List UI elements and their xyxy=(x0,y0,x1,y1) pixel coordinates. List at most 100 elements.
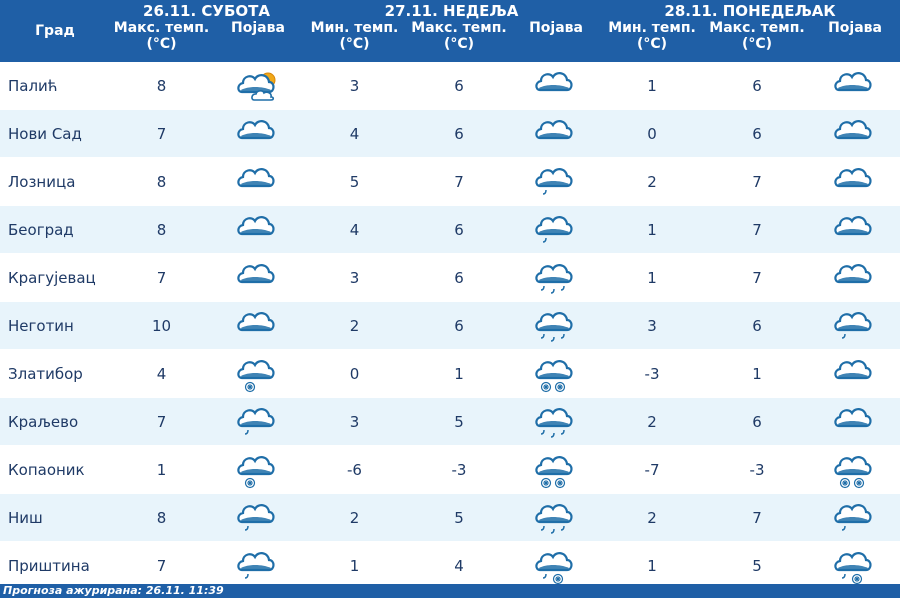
day3-date: 28.11. ПОНЕДЕЉАК xyxy=(600,0,900,20)
city-name: Палић xyxy=(0,62,110,110)
city-name: Лозница xyxy=(0,157,110,206)
day3-max-temp: 7 xyxy=(704,157,811,206)
day2-min-temp: 1 xyxy=(303,541,406,590)
day2-date: 27.11. НЕДЕЉА xyxy=(303,0,601,20)
day2-min-temp: 4 xyxy=(303,109,406,158)
day2-min-temp: 3 xyxy=(303,397,406,446)
day2-max-temp: 5 xyxy=(406,493,512,542)
light-rain-icon xyxy=(213,493,303,542)
day2-min-temp: 3 xyxy=(303,62,406,110)
day3-min-temp: 3 xyxy=(600,301,705,350)
partly-cloudy-icon xyxy=(213,62,303,110)
day1-max-temp: 8 xyxy=(110,493,213,542)
day1-max-temp: 7 xyxy=(110,109,213,158)
city-name: Приштина xyxy=(0,541,110,590)
update-footer: Прогноза ажурирана: 26.11. 11:39 xyxy=(0,584,900,598)
day1-max-temp: 4 xyxy=(110,349,213,398)
city-name: Копаоник xyxy=(0,445,110,494)
city-name: Нови Сад xyxy=(0,109,110,158)
day2-max-temp: -3 xyxy=(406,445,512,494)
city-name: Београд xyxy=(0,205,110,254)
day3-min-temp: 1 xyxy=(600,205,705,254)
city-name: Краљево xyxy=(0,397,110,446)
city-name: Златибор xyxy=(0,349,110,398)
light-rain-icon xyxy=(810,493,900,542)
cloud-icon xyxy=(512,62,601,110)
day2-min-temp: 0 xyxy=(303,349,406,398)
day1-max-temp: 8 xyxy=(110,205,213,254)
light-rain-icon xyxy=(213,541,303,590)
day2-max-temp: 7 xyxy=(406,157,512,206)
day3-min-temp: 2 xyxy=(600,493,705,542)
light-rain-icon xyxy=(512,205,601,254)
day2-max-temp: 6 xyxy=(406,109,512,158)
day2-min-temp: 2 xyxy=(303,301,406,350)
day2-max-temp: 6 xyxy=(406,253,512,302)
light-snow-icon xyxy=(213,349,303,398)
day2-weather-header: Појава xyxy=(512,20,601,62)
light-snow-icon xyxy=(213,445,303,494)
sleet-icon xyxy=(810,541,900,590)
rain-icon xyxy=(512,493,601,542)
cloud-icon xyxy=(810,349,900,398)
city-name: Ниш xyxy=(0,493,110,542)
day1-date: 26.11. СУБОТА xyxy=(110,0,303,20)
cloud-icon xyxy=(213,253,303,302)
table-row: Копаоник 1 -6 -3 -7 -3 xyxy=(0,445,900,494)
day1-weather-header: Појава xyxy=(213,20,303,62)
cloud-icon xyxy=(810,205,900,254)
rain-icon xyxy=(512,397,601,446)
day2-min-temp: 2 xyxy=(303,493,406,542)
snow-icon xyxy=(512,445,601,494)
rain-icon xyxy=(512,253,601,302)
cloud-icon xyxy=(512,109,601,158)
day2-max-temp: 6 xyxy=(406,301,512,350)
day2-max-temp: 6 xyxy=(406,62,512,110)
light-rain-icon xyxy=(213,397,303,446)
snow-icon xyxy=(512,349,601,398)
city-name: Крагујевац xyxy=(0,253,110,302)
day3-max-temp: 7 xyxy=(704,493,811,542)
day3-min-temp: 2 xyxy=(600,157,705,206)
day2-max-temp: 1 xyxy=(406,349,512,398)
day2-max-temp: 5 xyxy=(406,397,512,446)
day1-max-temp: 8 xyxy=(110,157,213,206)
cloud-icon xyxy=(810,397,900,446)
day3-min-temp: 2 xyxy=(600,397,705,446)
day3-min-temp: 0 xyxy=(600,109,705,158)
day1-max-temp: 8 xyxy=(110,62,213,110)
day3-max-temp: 6 xyxy=(704,397,811,446)
day3-max-header: Макс. темп. (°C) xyxy=(704,20,811,62)
cloud-icon xyxy=(213,301,303,350)
cloud-icon xyxy=(213,157,303,206)
cloud-icon xyxy=(213,205,303,254)
day3-max-temp: 7 xyxy=(704,253,811,302)
day2-max-temp: 4 xyxy=(406,541,512,590)
day3-max-temp: -3 xyxy=(704,445,811,494)
cloud-icon xyxy=(810,157,900,206)
day3-max-temp: 6 xyxy=(704,62,811,110)
day3-max-temp: 6 xyxy=(704,301,811,350)
day3-max-temp: 6 xyxy=(704,109,811,158)
light-rain-icon xyxy=(810,301,900,350)
cloud-icon xyxy=(213,109,303,158)
light-rain-icon xyxy=(512,157,601,206)
day3-min-temp: -3 xyxy=(600,349,705,398)
cloud-icon xyxy=(810,253,900,302)
cloud-icon xyxy=(810,109,900,158)
city-header: Град xyxy=(0,0,110,62)
day1-max-temp: 7 xyxy=(110,397,213,446)
day2-min-temp: 4 xyxy=(303,205,406,254)
day3-max-temp: 7 xyxy=(704,205,811,254)
day1-max-temp: 1 xyxy=(110,445,213,494)
